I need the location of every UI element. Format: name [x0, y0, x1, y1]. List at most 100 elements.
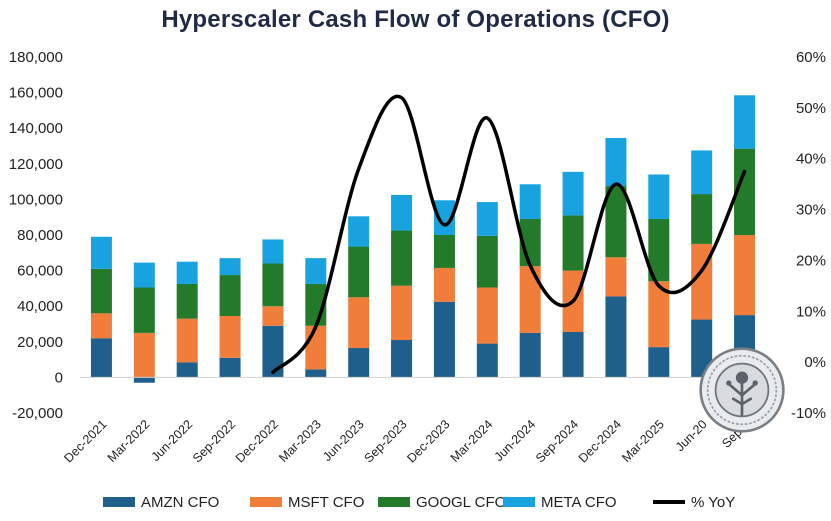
y2-tick-label: 50%: [796, 100, 826, 117]
bar-segment: [90, 313, 112, 339]
x-tick-label: Dec-2023: [404, 417, 452, 465]
bar-segment: [734, 235, 756, 316]
x-tick-label: Sep-2022: [190, 417, 238, 465]
bar-segment: [305, 369, 327, 378]
x-tick-label: Jun-2024: [492, 417, 539, 464]
bar-segment: [734, 95, 756, 149]
y-tick-label: 0: [55, 369, 63, 386]
bar-segment: [605, 257, 627, 297]
y-tick-label: 120,000: [9, 156, 63, 173]
y2-tick-label: 60%: [796, 49, 826, 66]
y2-tick-label: -10%: [791, 405, 826, 422]
bar-segment: [305, 258, 327, 284]
bar-segment: [691, 150, 713, 195]
y2-tick-label: 30%: [796, 202, 826, 219]
y-tick-label: 40,000: [17, 298, 63, 315]
bar-segment: [391, 230, 413, 286]
x-tick-label: Sep-2024: [533, 417, 581, 465]
bar-segment: [562, 332, 584, 378]
bar-segment: [562, 171, 584, 216]
x-tick-label: Mar-2024: [448, 417, 496, 465]
x-tick-label: Mar-2023: [276, 417, 324, 465]
y-tick-label: 80,000: [17, 227, 63, 244]
bar-segment: [176, 362, 198, 378]
bar-segment: [648, 347, 670, 378]
bar-segment: [476, 287, 498, 344]
legend-label: META CFO: [541, 494, 617, 511]
x-tick-label: Dec-2022: [233, 417, 281, 465]
bar-segment: [605, 137, 627, 187]
bar-segment: [219, 357, 241, 378]
y-tick-label: 20,000: [17, 334, 63, 351]
bar-segment: [433, 200, 455, 235]
chart-title: Hyperscaler Cash Flow of Operations (CFO…: [161, 6, 670, 33]
bar-segment: [176, 283, 198, 319]
bar-segment: [219, 315, 241, 358]
bar-segment: [519, 332, 541, 378]
legend-swatch: [503, 497, 535, 507]
y2-tick-label: 10%: [796, 303, 826, 320]
y-tick-label: 160,000: [9, 85, 63, 102]
bar-segment: [476, 235, 498, 288]
y2-tick-label: 40%: [796, 151, 826, 168]
y-tick-label: 60,000: [17, 263, 63, 280]
bar-segment: [648, 174, 670, 219]
bar-segment: [433, 235, 455, 268]
x-tick-label: Sep-2023: [361, 417, 409, 465]
bar-segment: [90, 338, 112, 378]
bar-segment: [219, 258, 241, 276]
bar-segment: [433, 267, 455, 302]
bar-segment: [648, 218, 670, 282]
bar-segment: [519, 266, 541, 333]
legend-label: MSFT CFO: [288, 494, 364, 511]
bar-segment: [734, 148, 756, 235]
bar-segment: [133, 287, 155, 333]
bar-segment: [348, 348, 370, 378]
bar-segment: [262, 306, 284, 326]
bar-segment: [476, 343, 498, 378]
bar-segment: [519, 184, 541, 219]
bar-segment: [605, 296, 627, 378]
yoy-line: [271, 94, 747, 375]
x-tick-label: Dec-2021: [61, 417, 109, 465]
x-tick-label: Mar-2025: [619, 417, 667, 465]
y-tick-label: 180,000: [9, 49, 63, 66]
bar-segment: [691, 319, 713, 378]
bar-segment: [391, 194, 413, 231]
bar-segment: [133, 262, 155, 288]
bar-segment: [133, 332, 155, 378]
bar-segment: [90, 268, 112, 314]
y-tick-label: -20,000: [12, 405, 63, 422]
watermark-seal-icon: [699, 347, 785, 433]
bar-segment: [219, 275, 241, 316]
legend-label: % YoY: [691, 494, 735, 511]
legend-swatch: [378, 497, 410, 507]
bar-segment: [648, 281, 670, 348]
legend-label: GOOGL CFO: [416, 494, 506, 511]
bar-segment: [433, 301, 455, 378]
bar-segment: [262, 325, 284, 378]
bar-segment: [348, 297, 370, 349]
x-tick-label: Mar-2022: [105, 417, 153, 465]
bar-segment: [691, 194, 713, 244]
y2-tick-label: 20%: [796, 252, 826, 269]
bar-segment: [176, 318, 198, 363]
bar-segment: [90, 236, 112, 269]
bar-segment: [176, 261, 198, 284]
bar-segment: [562, 215, 584, 271]
bar-segment: [391, 340, 413, 378]
legend-swatch: [250, 497, 282, 507]
legend-swatch: [103, 497, 135, 507]
legend-label: AMZN CFO: [141, 494, 219, 511]
bar-segment: [476, 202, 498, 236]
bar-segment: [133, 377, 155, 383]
x-tick-label: Jun-2022: [149, 417, 196, 464]
y-tick-label: 100,000: [9, 191, 63, 208]
x-tick-label: Dec-2024: [576, 417, 624, 465]
bar-segment: [605, 186, 627, 258]
bar-segment: [348, 246, 370, 298]
bar-segment: [262, 263, 284, 307]
bar-segment: [262, 239, 284, 264]
bar-segment: [348, 216, 370, 247]
